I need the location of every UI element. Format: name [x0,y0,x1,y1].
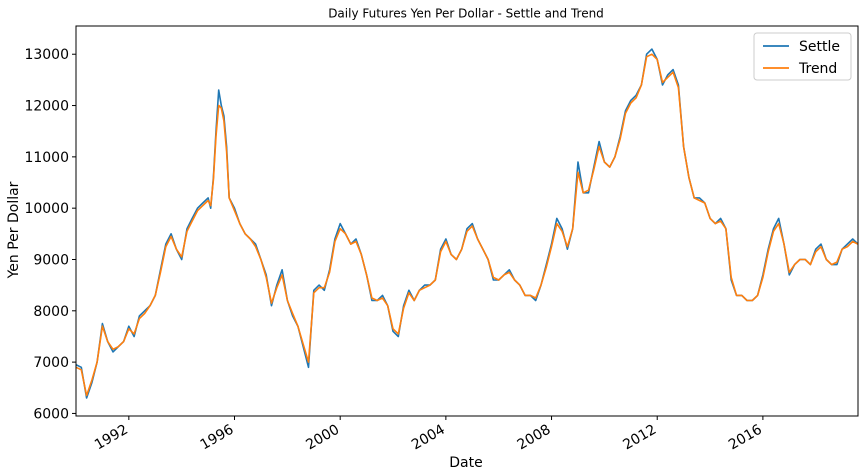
x-axis-title: Date [449,455,482,471]
legend: Settle Trend [753,32,852,81]
series-layer [76,48,858,399]
x-axis: 1992 1996 2000 2004 2008 2012 2016 [92,416,765,453]
y-axis: 6000 7000 8000 9000 10000 11000 12000 13000 [24,47,76,422]
y-tick-label: 11000 [24,150,69,166]
y-tick-label: 13000 [24,47,69,63]
y-tick-label: 6000 [33,406,69,422]
legend-label-settle: Settle [799,39,840,55]
y-tick-label: 8000 [33,304,69,320]
x-tick-label: 2004 [409,422,448,454]
x-tick-label: 2016 [726,422,765,454]
series-line-settle [76,48,858,399]
y-axis-title: Yen Per Dollar [6,181,22,279]
x-tick-label: 1996 [198,422,237,454]
series-line-trend [76,53,858,397]
x-tick-label: 2012 [620,422,659,454]
x-tick-label: 2008 [515,422,554,454]
x-tick-label: 2000 [303,422,342,454]
y-tick-label: 12000 [24,99,69,115]
x-tick-label: 1992 [92,422,131,454]
y-tick-label: 9000 [33,252,69,268]
plot-frame [75,25,859,417]
chart-title: Daily Futures Yen Per Dollar - Settle an… [328,7,604,21]
y-tick-label: 7000 [33,355,69,371]
legend-label-trend: Trend [798,61,837,77]
y-tick-label: 10000 [24,201,69,217]
